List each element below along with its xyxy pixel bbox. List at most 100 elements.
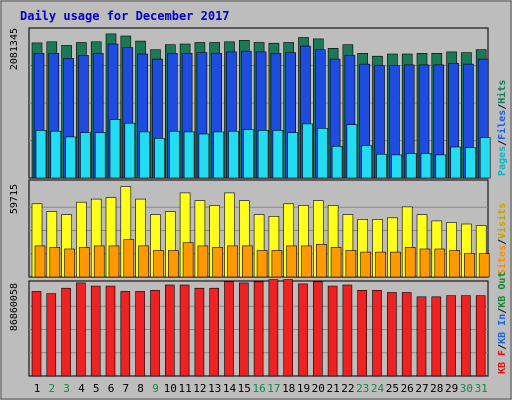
bar-pages-day-2 bbox=[50, 130, 62, 179]
legend-files: Files bbox=[496, 110, 508, 140]
bar-kb-f-day-30 bbox=[461, 295, 471, 377]
bar-pages-day-28 bbox=[435, 154, 447, 179]
bar-pages-day-14 bbox=[228, 130, 239, 179]
day-label-17: 17 bbox=[267, 382, 280, 395]
x-axis-day-labels: 1 2 3 4 5 6 7 8 9 10 11 12 13 14 15 16 17 18 19 20 21 22 23 24 2… bbox=[34, 382, 488, 395]
bar-pages-day-20 bbox=[316, 128, 328, 179]
bar-pages-day-30 bbox=[465, 147, 476, 179]
legend-separator: / bbox=[497, 104, 508, 110]
bar-kb-f-day-15 bbox=[239, 282, 249, 377]
day-label-12: 12 bbox=[193, 382, 206, 395]
bar-pages-day-16 bbox=[257, 130, 269, 179]
bar-kb-f-day-16 bbox=[253, 281, 264, 377]
panel-legend: Pages/Files/Hits bbox=[496, 80, 508, 176]
day-label-23: 23 bbox=[356, 382, 369, 395]
bar-pages-day-22 bbox=[346, 124, 358, 179]
bar-kb-f-day-3 bbox=[61, 287, 71, 377]
legend-kb-out: KB Out bbox=[497, 272, 508, 308]
bar-kb-f-day-11 bbox=[179, 284, 190, 377]
bar-sites-day-6 bbox=[108, 245, 120, 278]
day-label-2: 2 bbox=[48, 382, 55, 395]
bar-kb-f-day-18 bbox=[283, 279, 294, 377]
day-label-31: 31 bbox=[475, 382, 488, 395]
day-label-10: 10 bbox=[164, 382, 177, 395]
bar-kb-f-day-19 bbox=[298, 283, 308, 377]
bar-sites-day-25 bbox=[390, 251, 401, 278]
day-label-13: 13 bbox=[208, 382, 221, 395]
day-label-26: 26 bbox=[401, 382, 414, 395]
bar-kb-f-day-22 bbox=[342, 284, 353, 377]
bar-sites-day-30 bbox=[464, 253, 475, 278]
bar-pages-day-9 bbox=[154, 138, 165, 179]
day-label-15: 15 bbox=[238, 382, 251, 395]
bar-kb-f-day-25 bbox=[387, 292, 397, 377]
bar-sites-day-3 bbox=[64, 248, 75, 278]
bar-pages-day-25 bbox=[391, 154, 402, 179]
bar-pages-day-18 bbox=[287, 132, 299, 179]
bar-sites-day-8 bbox=[138, 245, 149, 278]
chart-title: Daily usage for December 2017 bbox=[20, 9, 230, 23]
bar-kb-f-day-1 bbox=[31, 291, 42, 377]
day-label-22: 22 bbox=[341, 382, 354, 395]
day-label-24: 24 bbox=[371, 382, 385, 395]
bar-sites-day-31 bbox=[478, 253, 490, 278]
bar-sites-day-12 bbox=[197, 245, 209, 278]
bar-kb-f-day-26 bbox=[401, 292, 412, 377]
day-label-21: 21 bbox=[326, 382, 339, 395]
bar-kb-f-day-9 bbox=[150, 289, 160, 377]
bar-sites-day-4 bbox=[79, 247, 90, 278]
bar-pages-day-1 bbox=[35, 130, 47, 179]
day-label-14: 14 bbox=[223, 382, 237, 395]
legend-visits: Visits bbox=[496, 203, 508, 239]
bar-pages-day-19 bbox=[302, 123, 313, 179]
day-label-18: 18 bbox=[282, 382, 295, 395]
axis-max-label: 59715 bbox=[9, 184, 20, 214]
bar-pages-day-12 bbox=[198, 133, 210, 179]
bar-pages-day-26 bbox=[405, 153, 417, 179]
bar-pages-day-23 bbox=[361, 145, 373, 179]
bar-sites-day-11 bbox=[182, 242, 194, 278]
bar-sites-day-5 bbox=[93, 245, 105, 278]
bar-sites-day-18 bbox=[286, 245, 298, 278]
legend-hits: Hits bbox=[496, 80, 508, 104]
bar-sites-day-17 bbox=[271, 250, 283, 278]
bar-kb-f-day-12 bbox=[194, 287, 205, 377]
chart-panels: 2081345Pages/Files/Hits59715Sites/Visits… bbox=[9, 27, 508, 377]
bar-sites-day-20 bbox=[315, 244, 327, 278]
bar-kb-f-day-20 bbox=[312, 281, 323, 377]
day-label-9: 9 bbox=[152, 382, 159, 395]
day-label-6: 6 bbox=[108, 382, 115, 395]
bar-kb-f-day-8 bbox=[135, 291, 145, 377]
bar-pages-day-17 bbox=[272, 130, 284, 179]
panel-legend: KB F/KB In/KB Out bbox=[497, 272, 508, 374]
legend-separator: / bbox=[497, 239, 508, 245]
bar-pages-day-5 bbox=[94, 132, 106, 179]
bar-kb-f-day-14 bbox=[224, 281, 234, 377]
axis-max-label: 86860058 bbox=[9, 283, 20, 331]
bar-kb-f-day-21 bbox=[327, 285, 338, 377]
bar-sites-day-10 bbox=[168, 250, 179, 278]
bar-kb-f-day-7 bbox=[120, 291, 131, 377]
bar-kb-f-day-10 bbox=[165, 284, 175, 377]
bar-pages-day-11 bbox=[183, 131, 195, 179]
day-label-5: 5 bbox=[93, 382, 100, 395]
day-label-1: 1 bbox=[34, 382, 41, 395]
day-label-28: 28 bbox=[430, 382, 443, 395]
day-label-19: 19 bbox=[297, 382, 310, 395]
bar-kb-f-day-6 bbox=[105, 285, 116, 377]
day-label-8: 8 bbox=[137, 382, 144, 395]
bar-sites-day-22 bbox=[345, 250, 357, 278]
bar-sites-day-2 bbox=[49, 247, 61, 278]
bar-pages-day-24 bbox=[376, 153, 387, 179]
bar-sites-day-14 bbox=[227, 245, 238, 278]
bar-pages-day-21 bbox=[331, 146, 343, 179]
bar-kb-f-day-31 bbox=[475, 295, 486, 377]
panel-visits-sites: 59715 Sites/Visits bbox=[9, 179, 508, 278]
bar-kb-f-day-23 bbox=[357, 289, 368, 377]
bar-kb-f-day-17 bbox=[268, 279, 279, 377]
bar-pages-day-7 bbox=[124, 122, 136, 179]
bar-pages-day-13 bbox=[213, 131, 224, 179]
day-label-7: 7 bbox=[122, 382, 129, 395]
bar-sites-day-21 bbox=[330, 247, 342, 278]
